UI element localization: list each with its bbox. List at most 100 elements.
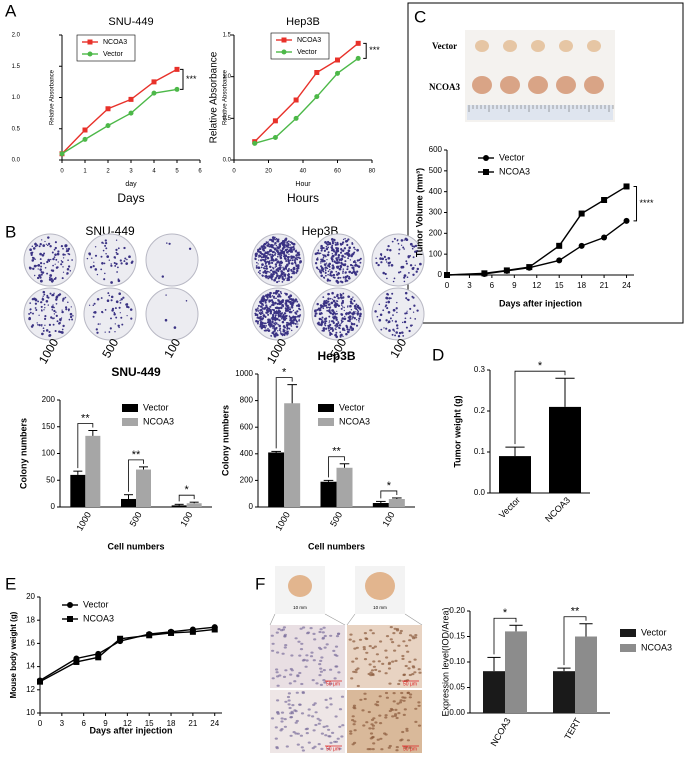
colony-dot [346, 330, 350, 334]
colony-dot [130, 317, 133, 320]
cell-nucleus [352, 640, 356, 643]
marker [151, 90, 157, 96]
colony-dot [288, 267, 290, 270]
colony-dot [328, 309, 331, 312]
cell-nucleus [299, 648, 304, 651]
colony-dot [340, 307, 343, 310]
cell-nucleus [376, 738, 380, 741]
colony-dot [335, 257, 338, 260]
colony-dot [39, 276, 42, 279]
colony-dot [31, 251, 34, 254]
cell-nucleus [404, 664, 408, 668]
colony-dot [28, 317, 31, 321]
colony-dot [347, 249, 351, 253]
colony-dot [43, 293, 46, 295]
colony-dot [281, 320, 285, 324]
cell-nucleus [372, 717, 376, 720]
colony-dot [322, 329, 325, 332]
colony-dot [272, 331, 275, 334]
bar [372, 503, 389, 507]
colony-dot [295, 325, 299, 329]
zoom-line [269, 613, 276, 626]
cell-nucleus [349, 633, 353, 636]
colony-dot [260, 308, 263, 312]
colony-dot [117, 279, 121, 283]
colony-dot [276, 333, 279, 337]
colony-dot [271, 274, 274, 278]
colony-dot [385, 319, 388, 322]
zoom-line [346, 613, 356, 626]
colony-dot [32, 247, 36, 250]
colony-dot [393, 277, 396, 280]
colony-dot [274, 335, 276, 337]
colony-dot [35, 299, 37, 301]
cell-nucleus [387, 667, 392, 670]
colony-dot [120, 262, 123, 265]
colony-dot [101, 241, 104, 244]
cell-nucleus [394, 708, 398, 712]
colony-dot [381, 257, 385, 261]
colony-dot [270, 255, 273, 258]
cell-nucleus [299, 734, 303, 737]
colony-dot [263, 307, 266, 310]
x-tick-label: 0 [445, 281, 450, 290]
colony-dot [351, 264, 354, 267]
cell-nucleus [316, 717, 320, 720]
cell-nucleus [270, 634, 274, 637]
cell-nucleus [402, 699, 406, 702]
colony-dot [347, 276, 351, 280]
colony-dot [55, 298, 58, 301]
colony-dot [330, 274, 333, 277]
colony-dot [61, 277, 64, 280]
colony-dot [257, 266, 261, 270]
significance-bracket [363, 42, 367, 59]
colony-dot [284, 274, 287, 278]
colony-dot [280, 300, 283, 303]
legend-marker [67, 602, 73, 608]
colony-dot [387, 300, 391, 304]
y-tick-label: 800 [240, 396, 254, 405]
colony-dot [257, 248, 260, 251]
cell-nucleus [374, 703, 378, 706]
cell-nucleus [295, 719, 299, 723]
colony-dot [101, 262, 104, 265]
colony-dot [270, 243, 273, 247]
colony-dot [62, 253, 65, 256]
colony-dot [261, 310, 264, 313]
colony-dot [29, 248, 32, 252]
colony-dot [412, 266, 415, 269]
colony-dot [404, 312, 407, 315]
colony-dot [285, 305, 287, 307]
colony-dot [350, 308, 353, 311]
colony-dot [104, 331, 106, 333]
colony-dot [386, 248, 389, 251]
tumor [559, 40, 573, 52]
ihc-image [270, 625, 345, 688]
colony-dot [350, 298, 353, 301]
colony-dot [342, 268, 345, 270]
cell-nucleus [395, 629, 400, 632]
cell-nucleus [361, 709, 365, 712]
colony-dot [93, 261, 95, 263]
colony-dot [346, 239, 349, 243]
colony-dot [416, 249, 419, 253]
colony-dot [413, 245, 416, 248]
cell-nucleus [321, 631, 325, 634]
colony-dot [329, 268, 331, 271]
cell-nucleus [314, 711, 318, 714]
colony-dot [354, 262, 357, 264]
colony-dot [115, 251, 118, 254]
colony-dot [51, 305, 54, 309]
cell-nucleus [390, 708, 394, 712]
colony-dot [342, 328, 344, 331]
cell-nucleus [388, 661, 392, 664]
colony-dot [267, 318, 270, 321]
colony-dot [288, 328, 291, 330]
colony-dot [324, 269, 327, 271]
colony-dot [65, 306, 68, 309]
marker [578, 210, 585, 217]
colony-dot [88, 304, 91, 306]
colony-dot [359, 257, 362, 260]
cell-nucleus [363, 697, 367, 701]
colony-dot [273, 322, 276, 325]
